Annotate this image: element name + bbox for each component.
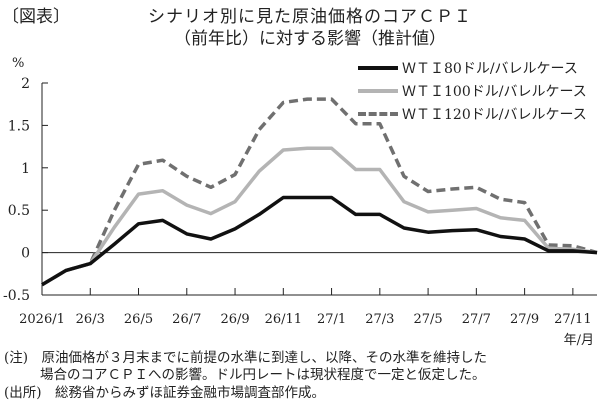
y-axis-unit: % (12, 56, 25, 71)
figure-label: 〔図表〕 (2, 7, 70, 27)
y-tick-label: 1 (21, 161, 30, 177)
legend-swatch-gray-dashed (358, 112, 398, 116)
y-tick-label: 0 (21, 246, 30, 262)
x-axis-unit: 年/月 (563, 333, 594, 348)
series-line-wti100 (41, 146, 598, 287)
x-tick-label: 27/1 (317, 312, 346, 327)
legend-item-wti80: ＷＴＩ80ドル/バレルケース (358, 58, 578, 78)
x-tick-label: 26/5 (124, 312, 153, 327)
chart-title-line-1: シナリオ別に見た原油価格のコアＣＰＩ (148, 7, 472, 27)
y-tick-label: -0.5 (3, 288, 30, 304)
x-tick-label: 27/3 (365, 312, 394, 327)
x-tick-label: 27/5 (413, 312, 442, 327)
x-tick-label: 2026/1 (19, 312, 65, 327)
x-tick-label: 26/7 (172, 312, 201, 327)
legend-label: ＷＴＩ100ドル/バレルケース (402, 84, 587, 100)
legend-label: ＷＴＩ120ドル/バレルケース (402, 107, 587, 123)
legend-swatch-gray-solid (358, 89, 398, 93)
x-tick-label: 27/11 (554, 312, 591, 327)
note-text: (注) 原油価格が３月末までに前提の水準に到達し、以降、その水準を維持した (4, 350, 488, 366)
x-tick-label: 26/11 (265, 312, 302, 327)
y-tick-label: 1.5 (8, 118, 30, 134)
legend-item-wti100: ＷＴＩ100ドル/バレルケース (358, 81, 587, 101)
x-tick-label: 27/7 (462, 312, 491, 327)
series-line-wti80 (41, 195, 598, 287)
legend-label: ＷＴＩ80ドル/バレルケース (402, 61, 578, 77)
x-tick-label: 26/9 (220, 312, 249, 327)
source-text: (出所) 総務省からみずほ証券金融市場調査部作成。 (4, 385, 326, 401)
legend-item-wti120: ＷＴＩ120ドル/バレルケース (358, 104, 587, 124)
series-line-wti120 (41, 97, 598, 287)
note-text-continued: 場合のコアＣＰＩへの影響。ドル円レートは現状程度で一定と仮定した。 (40, 367, 486, 383)
legend-swatch-black-solid (358, 66, 398, 70)
x-tick-label: 26/3 (76, 312, 105, 327)
x-tick-label: 27/9 (510, 312, 539, 327)
chart-title-line-2: （前年比）に対する影響（推計値） (174, 29, 446, 49)
y-tick-label: 2 (21, 76, 30, 92)
y-tick-label: 0.5 (8, 203, 30, 219)
